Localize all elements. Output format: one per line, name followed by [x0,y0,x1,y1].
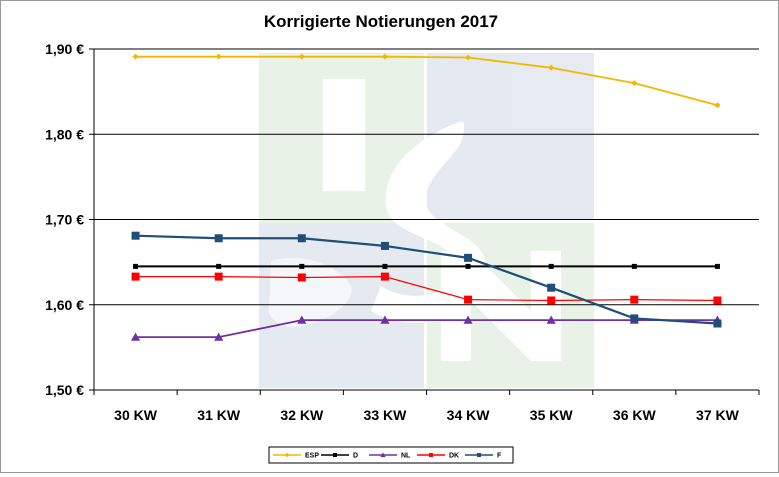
watermark-logo [259,53,594,388]
data-point-esp-2 [298,53,305,60]
legend-item-dk: DK [417,453,459,460]
x-tick-label-5: 35 KW [530,407,574,423]
series-f [131,231,722,328]
series-line-f [135,234,718,325]
data-point-f-2 [297,234,306,243]
data-point-f-3 [380,241,389,250]
series-d [133,263,720,269]
series-line-dk [135,276,718,302]
legend: ESP D NL DK F [268,446,514,464]
data-point-f-6 [630,314,639,323]
data-point-f-5 [547,283,556,292]
legend-label-nl: NL [401,453,411,460]
data-point-f-7 [713,319,722,328]
data-point-esp-7 [714,102,721,109]
series-line-nl [135,319,718,339]
data-point-esp-6 [631,80,638,87]
x-tick-label-7: 37 KW [696,407,740,423]
legend-marker-f [477,453,481,457]
data-point-dk-7 [713,296,722,305]
data-point-nl-0 [131,332,141,341]
series-layer [131,53,722,341]
data-point-esp-1 [215,53,222,60]
y-tick-label-2: 1,70 € [45,212,84,228]
legend-item-nl: NL [369,452,411,460]
data-point-d-1 [216,263,222,269]
x-tick-label-2: 32 KW [280,407,324,423]
data-point-dk-4 [464,295,473,304]
legend-item-esp: ESP [273,453,319,460]
legend-label-esp: ESP [305,453,319,460]
series-esp [132,53,721,109]
data-point-d-4 [465,263,471,269]
data-point-nl-2 [297,315,307,324]
y-tick-label-0: 1,50 € [45,382,84,398]
legend-marker-dk [429,453,433,457]
x-tick-labels: 30 KW 31 KW 32 KW 33 KW 34 KW 35 KW 36 KW 37 KW [114,407,739,423]
data-point-nl-1 [214,332,224,341]
y-tick-label-4: 1,90 € [45,41,84,57]
data-point-esp-3 [381,53,388,60]
legend-marker-esp [284,452,290,458]
y-tick-label-3: 1,80 € [45,126,84,142]
x-tick-label-6: 36 KW [613,407,657,423]
x-tick-label-1: 31 KW [197,407,241,423]
legend-item-d: D [321,453,358,460]
data-point-esp-5 [548,64,555,71]
series-dk [131,272,722,305]
legend-label-d: D [353,453,358,460]
data-point-nl-4 [463,315,473,324]
data-point-dk-1 [214,272,223,281]
legend-marker-d [333,453,337,457]
legend-marker-nl [380,452,386,458]
data-point-nl-3 [380,315,390,324]
x-tick-label-0: 30 KW [114,407,158,423]
y-tick-label-1: 1,60 € [45,297,84,313]
data-point-f-0 [131,231,140,240]
data-point-d-0 [133,263,139,269]
data-point-d-5 [548,263,554,269]
data-point-f-4 [464,253,473,262]
x-tick-label-4: 34 KW [447,407,491,423]
data-point-d-2 [299,263,305,269]
data-point-nl-5 [546,315,556,324]
chart-title: Korrigierte Notierungen 2017 [264,12,498,31]
legend-label-f: F [497,453,502,460]
data-point-esp-0 [132,53,139,60]
data-point-dk-3 [380,272,389,281]
data-point-dk-2 [297,273,306,282]
data-point-d-3 [382,263,388,269]
x-tick-label-3: 33 KW [364,407,408,423]
data-point-d-6 [631,263,637,269]
axes [89,48,760,395]
legend-item-f: F [465,453,502,460]
legend-label-dk: DK [449,453,459,460]
data-point-dk-6 [630,295,639,304]
y-gridlines [94,48,759,391]
data-point-dk-5 [547,296,556,305]
data-point-esp-4 [465,54,472,61]
series-line-esp [135,55,718,107]
data-point-d-7 [714,263,720,269]
data-point-dk-0 [131,272,140,281]
data-point-f-1 [214,234,223,243]
y-tick-labels: 1,50 € 1,60 € 1,70 € 1,80 € 1,90 € [45,41,84,398]
